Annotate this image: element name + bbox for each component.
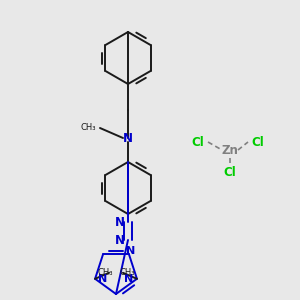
Text: N: N	[98, 274, 108, 284]
Text: Cl: Cl	[192, 136, 204, 148]
Text: N: N	[123, 131, 133, 145]
Text: CH₃: CH₃	[80, 124, 96, 133]
Text: Cl: Cl	[252, 136, 264, 148]
Text: CH₃: CH₃	[119, 268, 135, 277]
Text: CH₃: CH₃	[98, 268, 113, 277]
Text: N: N	[115, 215, 125, 229]
Text: N: N	[126, 246, 136, 256]
Text: N: N	[124, 274, 134, 284]
Text: Zn: Zn	[222, 143, 238, 157]
Text: N: N	[115, 233, 125, 247]
Text: Cl: Cl	[224, 166, 236, 178]
